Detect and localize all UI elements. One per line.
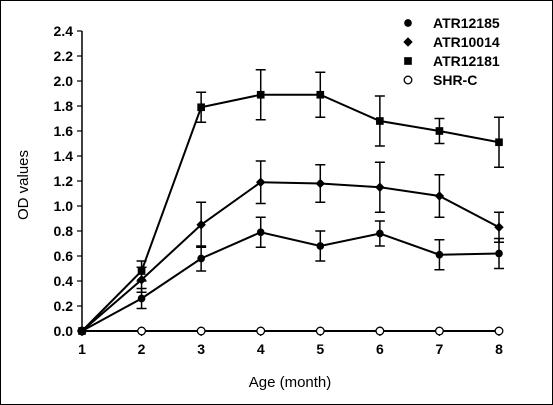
data-point — [434, 326, 444, 336]
series-shr-c — [77, 326, 504, 336]
legend-marker-atr12181 — [404, 57, 412, 65]
y-tick-label: 1.2 — [54, 173, 74, 189]
data-point — [494, 222, 504, 232]
y-tick-label: 0.0 — [54, 323, 74, 339]
y-tick-label: 2.0 — [54, 73, 74, 89]
data-point — [376, 229, 384, 238]
series-layer — [77, 69, 504, 336]
data-point — [495, 138, 503, 147]
data-point — [315, 326, 325, 336]
y-tick-label: 1.0 — [54, 198, 74, 214]
y-tick-label: 2.2 — [54, 48, 74, 64]
x-tick-label: 6 — [376, 341, 384, 357]
x-tick-label: 8 — [495, 341, 503, 357]
data-point — [196, 326, 206, 336]
series-line — [81, 93, 500, 332]
series-atr12181 — [78, 69, 504, 335]
data-point — [375, 182, 385, 192]
data-point — [435, 127, 444, 135]
series-atr12185 — [78, 216, 504, 335]
series-line — [81, 181, 500, 332]
data-point — [137, 326, 147, 336]
data-point — [316, 90, 325, 99]
x-tick-label: 1 — [78, 341, 86, 357]
y-tick-label: 2.4 — [54, 23, 74, 39]
legend-marker-atr10014 — [403, 37, 413, 47]
data-point — [434, 191, 445, 201]
x-tick-label: 3 — [197, 341, 205, 357]
data-point — [197, 254, 205, 263]
data-point — [315, 178, 326, 189]
data-point — [78, 327, 86, 335]
data-point — [256, 228, 265, 237]
data-point — [495, 249, 503, 258]
data-point — [197, 103, 205, 112]
x-tick-labels: 1 2 3 4 5 6 7 8 — [78, 341, 503, 357]
data-point — [256, 326, 266, 336]
legend-marker-atr12185 — [404, 19, 412, 27]
y-tick-label: 1.6 — [54, 123, 74, 139]
y-tick-label: 1.8 — [54, 98, 74, 114]
data-point — [435, 250, 444, 259]
y-tick-label: 0.8 — [54, 223, 74, 239]
x-axis-title: Age (month) — [249, 374, 332, 391]
x-tick-label: 2 — [138, 341, 146, 357]
y-axis-title: OD values — [15, 150, 32, 220]
legend-label-shr-c: SHR-C — [433, 72, 477, 88]
y-tick-label: 0.4 — [54, 273, 74, 289]
legend-label-atr10014: ATR10014 — [433, 34, 500, 50]
data-point — [376, 117, 384, 125]
series-line — [81, 231, 500, 332]
y-tick-label: 0.6 — [54, 248, 74, 264]
legend-label-atr12185: ATR12185 — [433, 15, 500, 31]
legend-marker-shr-c — [403, 75, 413, 85]
data-point — [316, 242, 325, 250]
data-point — [196, 220, 206, 230]
y-tick-labels: 0.0 0.2 0.4 0.6 0.8 1.0 1.2 1.4 1.6 1.8 2.0 2.2 2.4 — [54, 23, 74, 339]
data-point — [256, 90, 265, 99]
data-point — [137, 267, 146, 275]
data-point — [255, 177, 266, 187]
x-tick-label: 5 — [316, 341, 324, 357]
legend-label-atr12181: ATR12181 — [433, 53, 500, 69]
y-tick-label: 1.4 — [54, 148, 74, 164]
data-point — [494, 326, 504, 336]
x-tick-label: 4 — [257, 341, 265, 357]
data-point — [375, 326, 385, 336]
y-tick-label: 0.2 — [54, 298, 74, 314]
legend: ATR12185 ATR10014 ATR12181 SHR-C — [403, 15, 500, 88]
data-point — [137, 294, 146, 303]
x-tick-label: 7 — [436, 341, 444, 357]
